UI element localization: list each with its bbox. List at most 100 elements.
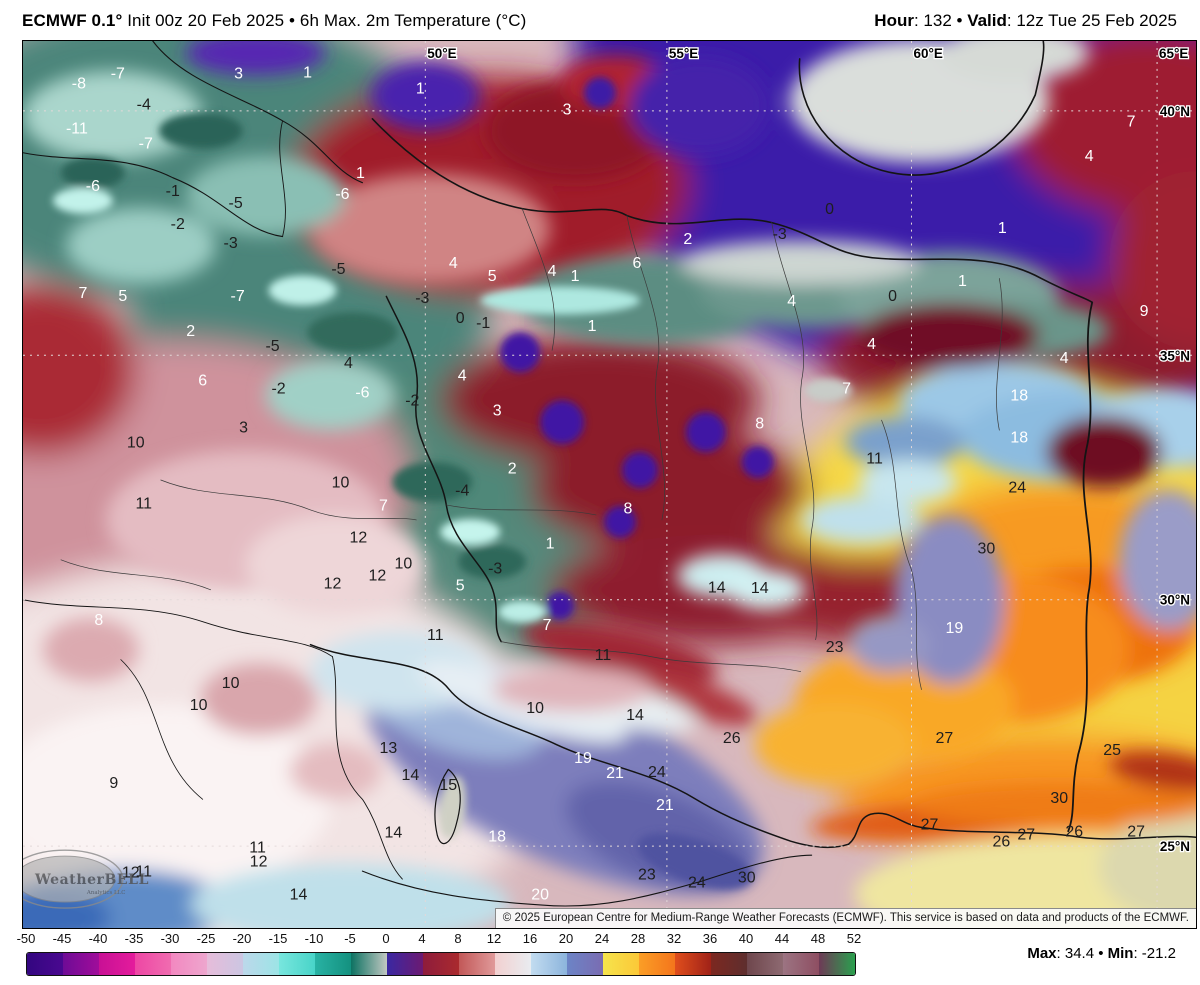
map-value-label: 0 [825,201,834,218]
colorbar-segment [711,953,747,975]
map-value-label: 11 [136,864,153,881]
map-value-label: 26 [723,730,741,747]
colorbar-tick: 24 [594,931,610,946]
temperature-field [23,41,1196,928]
map-value-label: 18 [488,829,506,846]
weatherbell-watermark: WeatherBELL Analytics LLC [23,849,149,909]
map-value-label: -6 [335,186,349,203]
copyright-notice: © 2025 European Centre for Medium-Range … [494,908,1196,928]
map-value-label: 7 [842,381,851,398]
map-value-label: 19 [574,750,592,767]
map-value-label: 21 [656,797,674,814]
map-value-label: 27 [1017,827,1035,844]
map-value-label: 0 [456,310,465,327]
map-value-label: 27 [1127,824,1145,841]
colorbar-tick: -45 [52,931,72,946]
map-value-label: 15 [439,777,457,794]
map-value-label: 4 [867,336,876,353]
map-value-label: 9 [1140,303,1149,320]
map-value-label: 5 [456,577,465,594]
latitude-label: 40°N [1160,104,1190,119]
colorbar-tick: -25 [196,931,216,946]
colorbar-segment [567,953,603,975]
colorbar-tick: -15 [268,931,288,946]
map-value-label: 11 [866,451,883,468]
map-value-label: -2 [405,393,419,410]
colorbar-tick: -35 [124,931,144,946]
colorbar-tick: -30 [160,931,180,946]
map-value-label: 30 [1050,790,1068,807]
map-value-label: 6 [198,373,207,390]
map-value-label: 3 [239,420,248,437]
colorbar-tick: 40 [738,931,754,946]
map-value-label: 23 [826,639,844,656]
colorbar-segment [63,953,99,975]
colorbar-segment [603,953,639,975]
map-value-label: -7 [139,135,153,152]
colorbar-tick: 44 [774,931,790,946]
map-value-label: 12 [350,529,368,546]
colorbar-segment [171,953,207,975]
map-value-label: -3 [773,226,787,243]
map-value-label: 30 [977,540,995,557]
map-value-label: 2 [683,231,692,248]
map-value-label: -6 [86,178,100,195]
map-value-label: -3 [224,235,238,252]
longitude-label: 65°E [1159,46,1188,61]
map-canvas: 50°E 55°E 60°E 65°E 40°N 35°N 30°N 25°N -8 -7 3 1-… [22,40,1197,929]
label-text: Init 00z 20 Feb 2025 • 6h Max. 2m Temper… [122,11,527,30]
map-value-label: 19 [946,620,964,637]
colorbar-tick: 0 [382,931,390,946]
borders-coastlines [23,41,1196,907]
map-value-label: 11 [136,495,153,512]
map-value-label: 14 [626,707,644,724]
map-value-label: 10 [332,474,350,491]
map-value-label: 12 [250,854,268,871]
colorbar-segment [819,953,855,975]
map-value-label: -2 [171,216,185,233]
latitude-label: 35°N [1160,348,1190,363]
map-value-label: 3 [563,101,572,118]
colorbar-segment [495,953,531,975]
latitude-label: 25°N [1160,839,1190,854]
label-text: : -21.2 [1133,945,1176,962]
colorbar-segment [207,953,243,975]
map-value-label: -6 [355,385,369,402]
colorbar-tick: 52 [846,931,862,946]
colorbar [26,952,856,976]
longitude-label: 60°E [913,46,942,61]
watermark-subtext: Analytics LLC [86,890,126,896]
map-value-label: 1 [546,535,555,552]
map-value-label: 4 [458,368,467,385]
label-bold: Max [1027,945,1057,962]
map-value-label: 3 [234,65,243,82]
map-value-label: -5 [229,195,243,212]
map-value-label: 4 [449,255,458,272]
colorbar-segment [351,953,387,975]
map-value-label: 12 [122,865,140,882]
map-value-label: 8 [94,612,103,629]
colorbar-tick: -10 [304,931,324,946]
colorbar-tick: -20 [232,931,252,946]
label-text: : 132 • [913,11,968,30]
map-value-label: 14 [751,580,769,597]
map-value-label: -7 [231,288,245,305]
forecast-hour-valid: Hour: 132 • Valid: 12z Tue 25 Feb 2025 [874,11,1177,31]
map-value-label: 10 [222,675,240,692]
colorbar-segment [279,953,315,975]
map-value-label: 1 [303,64,312,81]
map-value-label: 18 [1010,430,1028,447]
colorbar-tick: 20 [558,931,574,946]
map-value-label: 1 [958,273,967,290]
watermark-name: WeatherBELL [34,872,149,888]
map-value-label: -2 [271,381,285,398]
map-value-label: 1 [356,165,365,182]
map-value-label: 2 [508,461,517,478]
map-value-label: 14 [401,767,419,784]
map-value-label: 7 [543,617,552,634]
map-value-label: 27 [936,730,954,747]
map-value-label: 10 [190,697,208,714]
colorbar-segment [639,953,675,975]
